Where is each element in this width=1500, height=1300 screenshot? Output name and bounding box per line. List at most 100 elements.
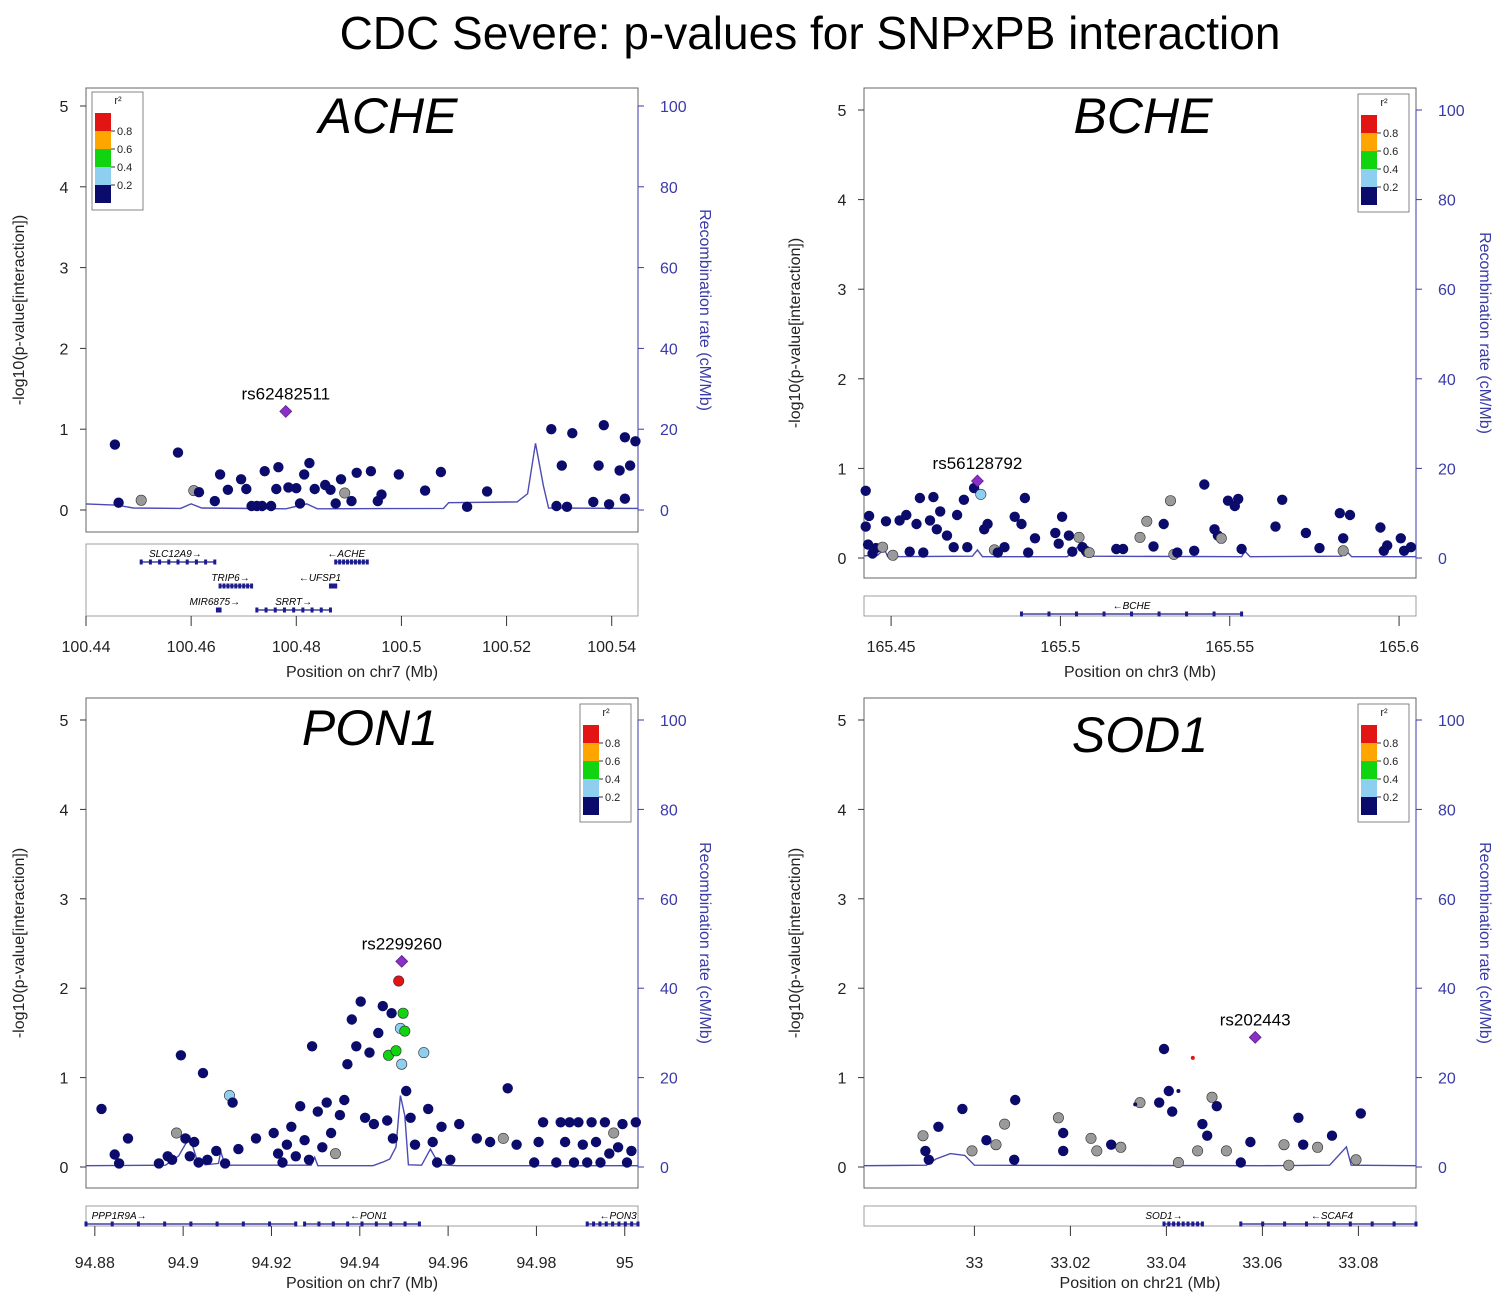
y-tick-label: 5 [838, 713, 847, 730]
snp-point [595, 1157, 606, 1168]
gene-label: ←PON3 [600, 1211, 638, 1222]
snp-point [1278, 1139, 1290, 1151]
gene-exon [1305, 1221, 1308, 1227]
y2-tick-label: 80 [1438, 802, 1456, 819]
snp-point [1141, 515, 1153, 527]
snp-point [561, 501, 573, 512]
gene-exon [194, 559, 198, 565]
snp-point [427, 1136, 438, 1148]
legend-label: 0.8 [1383, 128, 1398, 140]
snp-point [256, 500, 268, 512]
snp-point [1236, 543, 1247, 555]
snp-point [546, 424, 557, 435]
gene-exon [630, 1221, 634, 1227]
snp-point [863, 510, 875, 522]
gene-label: ←UFSP1 [299, 573, 341, 584]
snp-point [957, 1103, 968, 1115]
gene-exon [110, 1221, 114, 1227]
snp-point [365, 466, 377, 477]
snp-point [219, 1158, 231, 1169]
gene-exon [317, 1221, 321, 1227]
plot-frame [85, 87, 639, 533]
x-tick-label: 33.06 [1242, 1255, 1282, 1272]
gene-exon [294, 1221, 298, 1227]
legend-swatch [583, 725, 599, 743]
lead-snp-label: rs62482511 [241, 384, 330, 403]
y2-tick-label: 100 [660, 713, 687, 730]
snp-point [931, 524, 942, 535]
snp-point [1192, 1145, 1204, 1157]
snp-point [351, 467, 362, 478]
gene-exon [374, 1221, 378, 1227]
gene-exon [185, 559, 189, 565]
y2-axis-title: Recombination rate (cM/Mb) [1476, 842, 1493, 1044]
snp-point [396, 1058, 408, 1070]
y-tick-label: 1 [60, 422, 69, 439]
legend-swatch [95, 167, 111, 185]
lead-snp-marker [279, 404, 293, 418]
snp-point [1326, 1130, 1338, 1141]
snp-point [376, 489, 387, 500]
gene-exon [246, 583, 250, 589]
y2-tick-label: 100 [660, 99, 687, 116]
snp-point [290, 1151, 301, 1162]
gene-exon [353, 559, 357, 565]
gene-track [85, 543, 639, 617]
y2-tick-label: 100 [1438, 713, 1465, 730]
snp-point [975, 488, 987, 500]
snp-point [166, 1154, 178, 1166]
gene-exon [303, 1221, 307, 1227]
snp-point [265, 500, 277, 512]
snp-point [390, 1045, 402, 1057]
snp-point [346, 1014, 357, 1025]
snp-point [593, 460, 604, 471]
gene-track [863, 1205, 1417, 1227]
y-axis-title: -log10(p-value[interaction]) [787, 848, 804, 1038]
snp-point [1395, 533, 1407, 544]
legend-swatch [1361, 725, 1377, 743]
snp-point [454, 1118, 465, 1130]
snp-point [1197, 1118, 1208, 1130]
snp-point [382, 1115, 393, 1126]
x-tick-label: 94.98 [516, 1255, 556, 1272]
snp-point [386, 1008, 397, 1019]
gene-label: MIR6875→ [190, 597, 241, 608]
y-tick-label: 2 [60, 981, 69, 998]
gene-exon [238, 583, 242, 589]
legend-swatch [95, 149, 111, 167]
snp-point [241, 483, 252, 495]
x-tick-label: 33.04 [1146, 1255, 1186, 1272]
x-tick-label: 95 [616, 1255, 634, 1272]
snp-point [1115, 1141, 1127, 1153]
snp-point [568, 1157, 580, 1168]
snp-point [397, 1007, 409, 1019]
gene-exon [1191, 1221, 1195, 1227]
snp-point [291, 483, 302, 494]
snp-point [551, 500, 562, 512]
y2-tick-label: 40 [660, 341, 678, 358]
legend-swatch [1361, 797, 1377, 815]
gene-exon [1186, 1221, 1190, 1227]
snp-point-small [1190, 1055, 1195, 1060]
snp-point [304, 457, 315, 469]
snp-point [1206, 1091, 1218, 1103]
snp-point [612, 1142, 624, 1153]
snp-point [109, 1149, 120, 1160]
lead-snp-label: rs202443 [1220, 1010, 1291, 1029]
gene-label: PPP1R9A→ [92, 1211, 147, 1222]
y2-tick-label: 80 [1438, 193, 1456, 210]
gene-exon [1326, 1221, 1330, 1227]
snp-point [1405, 542, 1417, 553]
recombination-line [863, 544, 1416, 558]
snp-point [1165, 495, 1177, 507]
r2-legend: r² 0.8 0.6 0.4 0.2 [1357, 703, 1410, 823]
snp-point [860, 521, 871, 532]
gene-exon [1019, 611, 1023, 617]
y-tick-label: 4 [838, 802, 847, 819]
legend-label: 0.4 [117, 162, 132, 174]
gene-exon [1392, 1221, 1396, 1227]
x-tick-label: 94.94 [340, 1255, 380, 1272]
snp-point [1215, 532, 1227, 544]
y-tick-label: 1 [838, 1071, 847, 1088]
snp-point [1067, 546, 1078, 557]
